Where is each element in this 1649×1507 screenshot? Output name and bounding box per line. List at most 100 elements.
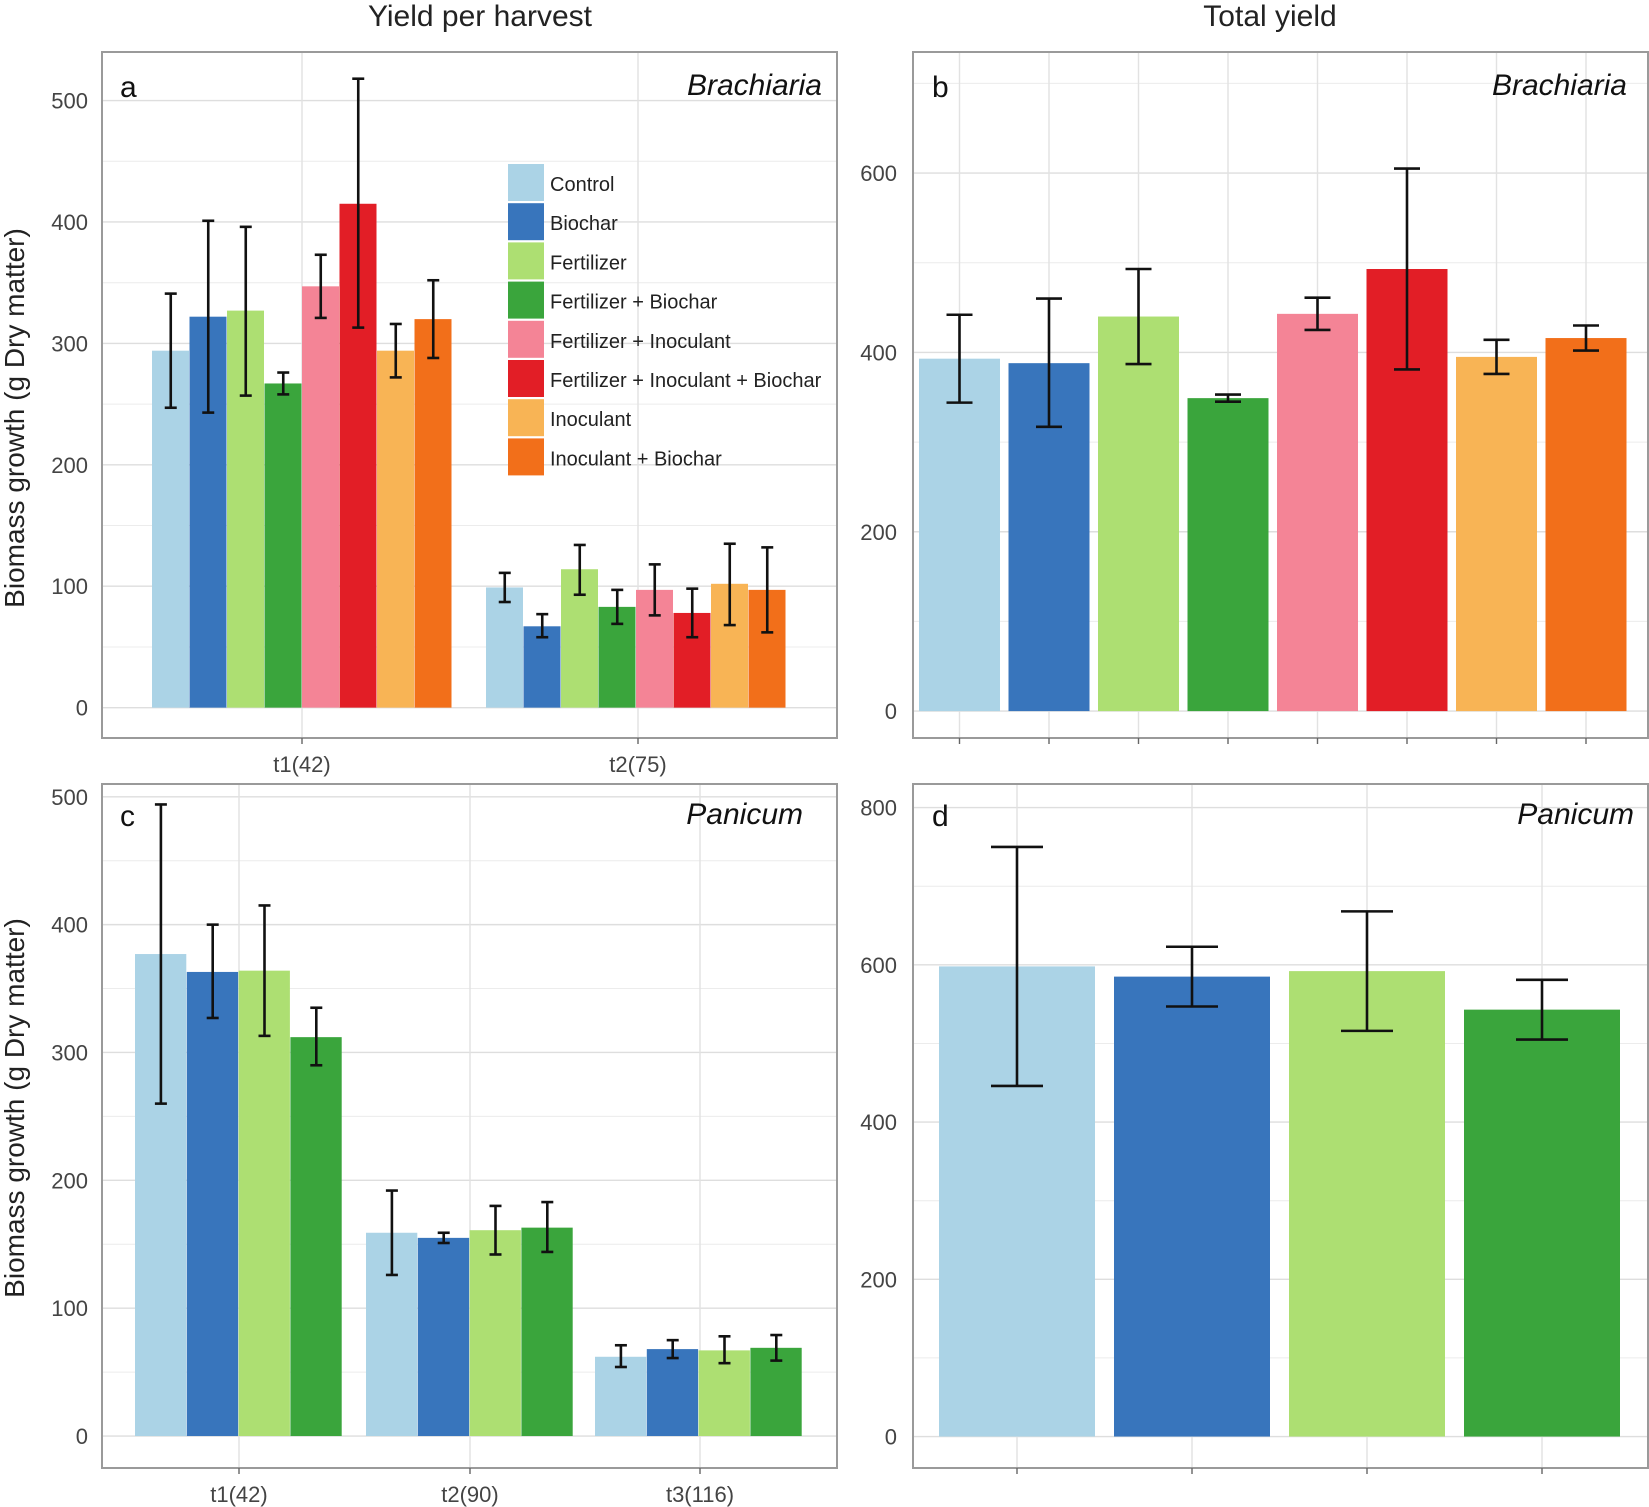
panel-c-y-ticks: 0 100 200 300 400 500 <box>51 785 88 1449</box>
c-bar <box>290 1037 342 1437</box>
c-y-tick-label: 300 <box>51 1040 88 1065</box>
y-axis-label-bottom: Biomass growth (g Dry matter) <box>0 918 30 1298</box>
legend-label: Biochar <box>550 213 618 235</box>
a-bar <box>302 286 339 708</box>
d-bar <box>1289 971 1445 1437</box>
legend-swatch <box>508 242 544 280</box>
a-bar <box>414 319 452 708</box>
panel-d-x-ticks <box>1016 1468 1543 1474</box>
a-y-tick-label: 100 <box>51 574 88 599</box>
legend: Control Biochar Fertilizer Fertilizer + Bio… <box>508 164 822 476</box>
legend-label: Fertilizer + Inoculant <box>550 331 731 353</box>
panel-a-error-bars <box>164 77 774 639</box>
legend-label: Inoculant <box>550 409 632 431</box>
panel-b-y-ticks: 0 200 400 600 <box>860 161 897 724</box>
panel-d-error-bars <box>991 845 1568 1088</box>
b-bar <box>919 358 1000 712</box>
panel-c: 0 100 200 300 400 500 t1(42) t2(90) t3(116) c P… <box>51 783 838 1507</box>
right-column-title: Total yield <box>1203 0 1336 33</box>
panel-d-title: Panicum <box>1517 798 1634 831</box>
d-y-tick-label: 200 <box>860 1267 897 1292</box>
b-bar <box>1187 398 1269 712</box>
d-y-tick-label: 400 <box>860 1110 897 1135</box>
c-y-tick-label: 500 <box>51 785 88 810</box>
legend-swatch <box>508 320 544 358</box>
panel-b-title: Brachiaria <box>1492 69 1627 102</box>
d-bar <box>1464 1009 1620 1437</box>
c-y-tick-label: 200 <box>51 1168 88 1193</box>
b-y-tick-label: 200 <box>860 520 897 545</box>
b-y-tick-label: 600 <box>860 161 897 186</box>
panel-c-error-bars <box>154 803 783 1369</box>
legend-swatch <box>508 203 544 241</box>
c-y-tick-label: 0 <box>76 1424 88 1449</box>
panel-c-bars <box>135 954 802 1437</box>
a-bar <box>152 350 189 708</box>
panel-d-y-ticks: 0 200 400 600 800 <box>860 796 897 1450</box>
c-x-tick-label: t2(90) <box>441 1482 498 1507</box>
panel-a-letter: a <box>120 71 137 104</box>
d-y-tick-label: 800 <box>860 796 897 821</box>
panel-b-letter: b <box>932 71 949 104</box>
a-y-tick-label: 200 <box>51 453 88 478</box>
b-y-tick-label: 0 <box>885 699 897 724</box>
b-bar <box>1456 356 1537 712</box>
panel-c-title: Panicum <box>686 798 803 831</box>
a-bar <box>377 350 414 708</box>
panel-d: 0 200 400 600 800 d Panicum <box>860 783 1649 1474</box>
legend-label: Fertilizer + Inoculant + Biochar <box>550 370 822 392</box>
c-bar <box>469 1230 521 1437</box>
legend-label: Fertilizer + Biochar <box>550 292 718 314</box>
a-y-tick-label: 0 <box>76 696 88 721</box>
panel-a-title: Brachiaria <box>687 69 822 102</box>
legend-swatch <box>508 164 544 201</box>
d-y-tick-label: 600 <box>860 953 897 978</box>
c-bar <box>698 1350 750 1437</box>
legend-label: Inoculant + Biochar <box>550 448 722 470</box>
c-bar <box>417 1237 470 1437</box>
panel-a-y-ticks: 0 100 200 300 400 500 <box>51 89 88 721</box>
c-x-tick-label: t1(42) <box>210 1482 267 1507</box>
a-y-tick-label: 300 <box>51 331 88 356</box>
a-bar <box>264 383 302 708</box>
legend-swatch <box>508 438 544 476</box>
a-y-tick-label: 500 <box>51 89 88 114</box>
a-x-tick-label: t1(42) <box>273 752 330 777</box>
c-bar <box>646 1349 699 1437</box>
c-y-tick-label: 100 <box>51 1296 88 1321</box>
a-x-tick-label: t2(75) <box>609 752 666 777</box>
c-bar <box>186 971 239 1437</box>
c-x-tick-label: t3(116) <box>666 1482 734 1507</box>
legend-label: Control <box>550 174 614 196</box>
panel-c-letter: c <box>120 800 135 833</box>
y-axis-label-top: Biomass growth (g Dry matter) <box>0 228 30 608</box>
a-bar <box>523 626 561 708</box>
legend-swatch <box>508 360 544 397</box>
c-bar <box>595 1356 647 1437</box>
legend-swatch <box>508 399 544 437</box>
legend-swatch <box>508 281 544 319</box>
a-y-tick-label: 400 <box>51 210 88 235</box>
d-bar <box>1114 976 1270 1437</box>
b-y-tick-label: 400 <box>860 340 897 365</box>
panel-b: 0 200 400 600 b Brachiaria <box>860 51 1649 744</box>
d-y-tick-label: 0 <box>885 1425 897 1450</box>
a-bar <box>486 587 523 708</box>
legend-label: Fertilizer <box>550 252 627 274</box>
panel-b-x-ticks <box>958 738 1587 744</box>
b-bar <box>1277 313 1358 712</box>
panel-d-letter: d <box>932 800 949 833</box>
b-bar <box>1098 316 1179 712</box>
c-bar <box>750 1347 802 1437</box>
left-column-title: Yield per harvest <box>368 0 593 33</box>
c-bar <box>238 970 290 1437</box>
panel-b-error-bars <box>946 167 1599 429</box>
panel-c-x-ticks: t1(42) t2(90) t3(116) <box>210 1468 734 1507</box>
panel-b-bars <box>919 269 1627 712</box>
c-bar <box>521 1227 573 1437</box>
panel-a-x-ticks: t1(42) t2(75) <box>273 738 667 777</box>
c-y-tick-label: 400 <box>51 913 88 938</box>
b-bar <box>1545 338 1627 712</box>
panel-a: 0 100 200 300 400 500 t1(42) t2(75) a Brachiar… <box>51 51 838 777</box>
